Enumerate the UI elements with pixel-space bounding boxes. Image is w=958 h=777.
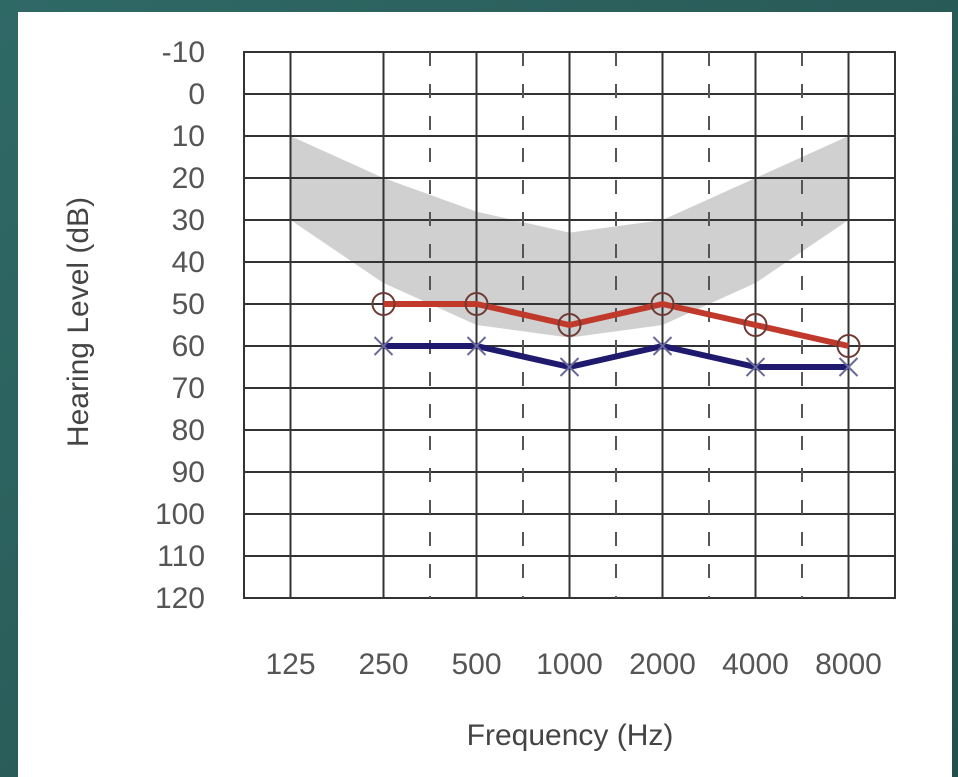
x-tick-label: 8000 [815,648,882,681]
series-2-point [466,336,487,356]
series-1-point [650,292,675,316]
x-tick-label: 1000 [536,648,603,681]
x-tick-labels: 125 250 500 1000 2000 4000 8000 [265,648,881,681]
y-tick-label: 40 [172,246,205,279]
series-line-2 [383,343,849,370]
y-tick-label: 80 [172,414,205,447]
series-2-point [745,357,766,377]
series-2-point [559,357,580,377]
chart-card [18,12,952,777]
y-tick-label: 10 [172,120,205,153]
series-2-point [838,357,859,377]
y-tick-label: 0 [188,78,205,111]
x-tick-label: 4000 [722,648,789,681]
x-tick-label: 2000 [629,648,696,681]
y-axis-title: Hearing Level (dB) [62,197,95,447]
y-tick-label: 70 [172,372,205,405]
x-tick-label: 500 [451,648,501,681]
x-tick-label: 125 [265,648,315,681]
y-tick-label: 50 [172,288,205,321]
y-tick-label: 110 [157,540,205,573]
y-tick-label: -10 [162,36,205,69]
series-line-1 [383,301,850,349]
series-1-point [371,292,396,316]
y-tick-label: 30 [172,204,205,237]
series-layer [371,292,861,377]
series-2-point [652,336,673,356]
series-1-point [557,313,582,337]
y-tick-label: 100 [155,498,205,531]
y-tick-label: 60 [172,330,205,363]
y-tick-label: 90 [172,456,205,489]
y-tick-labels: -10 0 10 20 30 40 50 60 70 80 90 100 110 120 [155,36,205,615]
series-1-point [464,292,489,316]
x-axis-title: Frequency (Hz) [467,719,674,752]
series-1-point [836,334,861,358]
series-1-point [743,313,768,337]
y-tick-label: 20 [172,162,205,195]
series-2-point [373,336,394,356]
x-tick-label: 250 [358,648,408,681]
y-tick-label: 120 [155,582,205,615]
